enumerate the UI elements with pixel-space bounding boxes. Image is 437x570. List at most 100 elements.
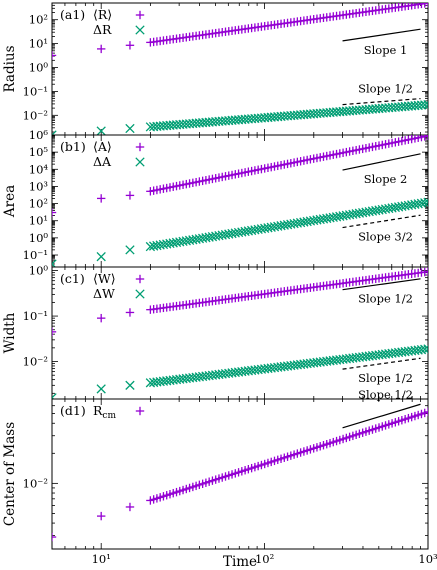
marker-stroke bbox=[416, 345, 427, 355]
marker-stroke bbox=[125, 123, 135, 134]
data-point-0 bbox=[52, 208, 57, 217]
marker-stroke bbox=[289, 360, 299, 370]
marker-stroke bbox=[328, 212, 338, 223]
panel-3: 10⁻² Center of Mass (d1) Rcm Slope 1/2 bbox=[2, 387, 429, 550]
marker-stroke bbox=[286, 110, 296, 121]
marker-stroke bbox=[318, 214, 329, 224]
data-point-0 bbox=[52, 327, 57, 337]
marker-stroke bbox=[393, 202, 404, 212]
data-point-0 bbox=[125, 41, 135, 50]
marker-stroke bbox=[309, 109, 319, 119]
marker-stroke bbox=[233, 367, 244, 377]
marker-stroke bbox=[384, 203, 394, 214]
x-tick-label: 10¹ bbox=[92, 552, 111, 566]
data-point-1 bbox=[420, 344, 428, 354]
marker-stroke bbox=[312, 357, 322, 368]
data-point-0 bbox=[125, 308, 135, 317]
marker-stroke bbox=[230, 115, 240, 125]
panel-tag: (d1) bbox=[60, 403, 86, 418]
marker-stroke bbox=[188, 118, 198, 129]
marker-stroke bbox=[256, 364, 267, 374]
slope-label: Slope 1/2 bbox=[358, 387, 413, 401]
legend-marker bbox=[135, 25, 145, 35]
marker-stroke bbox=[201, 371, 211, 381]
y-tick-label: 10⁰ bbox=[29, 231, 49, 245]
marker-stroke bbox=[175, 237, 185, 247]
marker-stroke bbox=[374, 205, 384, 215]
marker-stroke bbox=[380, 103, 391, 113]
slope-label: Slope 1/2 bbox=[358, 371, 413, 385]
data-point-0 bbox=[96, 44, 106, 54]
marker-stroke bbox=[420, 345, 428, 354]
marker-stroke bbox=[325, 356, 335, 366]
marker-stroke bbox=[263, 223, 273, 233]
y-axis-label: Width bbox=[2, 312, 18, 353]
data-point-1 bbox=[125, 245, 135, 255]
marker-stroke bbox=[351, 209, 361, 219]
marker-stroke bbox=[158, 239, 169, 250]
marker-stroke bbox=[295, 359, 306, 370]
marker-stroke bbox=[380, 204, 391, 214]
panel-1: 10⁻¹ 10⁰ 10¹ 10² 10³ 10⁴ 10⁵ 10⁶ Area (b1) ⟨A⟩ΔA Sl… bbox=[2, 128, 429, 268]
marker-stroke bbox=[256, 113, 267, 123]
marker-stroke bbox=[305, 358, 316, 368]
data-point-0 bbox=[52, 532, 57, 542]
marker-stroke bbox=[162, 376, 172, 386]
marker-stroke bbox=[403, 101, 414, 111]
marker-stroke bbox=[224, 368, 234, 378]
marker-stroke bbox=[344, 210, 355, 220]
marker-stroke bbox=[168, 120, 178, 130]
marker-stroke bbox=[276, 111, 286, 122]
y-tick-label: 10⁻¹ bbox=[23, 84, 48, 98]
marker-stroke bbox=[148, 121, 159, 132]
legend-label: Rcm bbox=[93, 403, 116, 421]
data-point-0 bbox=[125, 502, 135, 512]
marker-stroke bbox=[191, 234, 201, 244]
marker-stroke bbox=[279, 111, 289, 121]
marker-stroke bbox=[162, 239, 172, 249]
marker-stroke bbox=[243, 114, 254, 124]
marker-stroke bbox=[302, 216, 312, 227]
marker-stroke bbox=[407, 346, 417, 356]
marker-stroke bbox=[407, 200, 417, 210]
legend-marker bbox=[135, 274, 145, 284]
marker-stroke bbox=[309, 215, 319, 226]
marker-stroke bbox=[237, 366, 247, 377]
marker-stroke bbox=[52, 393, 57, 399]
marker-stroke bbox=[171, 374, 182, 385]
marker-stroke bbox=[260, 364, 270, 374]
marker-stroke bbox=[295, 110, 306, 120]
x-axis-label: Time bbox=[223, 554, 257, 570]
marker-stroke bbox=[315, 214, 325, 225]
legend-label: ΔA bbox=[93, 154, 112, 169]
slope-guide-line bbox=[342, 278, 421, 291]
marker-stroke bbox=[279, 361, 289, 372]
marker-stroke bbox=[338, 106, 348, 117]
marker-stroke bbox=[243, 226, 254, 236]
panel-tag: (a1) bbox=[60, 7, 85, 22]
marker-stroke bbox=[393, 102, 404, 112]
marker-stroke bbox=[276, 362, 286, 372]
data-point-1 bbox=[96, 252, 106, 262]
marker-stroke bbox=[354, 352, 365, 362]
marker-stroke bbox=[279, 220, 289, 230]
marker-stroke bbox=[289, 218, 299, 229]
y-tick-label: 10⁻² bbox=[23, 108, 48, 122]
marker-stroke bbox=[361, 207, 371, 217]
marker-stroke bbox=[214, 116, 224, 127]
marker-stroke bbox=[344, 353, 355, 364]
marker-stroke bbox=[246, 225, 257, 236]
data-point-1 bbox=[423, 344, 428, 354]
marker-stroke bbox=[331, 107, 342, 117]
data-point-0 bbox=[423, 407, 428, 417]
marker-stroke bbox=[371, 350, 381, 360]
marker-stroke bbox=[358, 208, 368, 218]
x-tick-label: 10³ bbox=[418, 552, 437, 566]
marker-stroke bbox=[390, 348, 400, 358]
slope-label: Slope 1/2 bbox=[358, 292, 413, 306]
panel-frame bbox=[51, 398, 429, 550]
marker-stroke bbox=[148, 377, 159, 388]
data-point-1 bbox=[96, 126, 106, 135]
marker-stroke bbox=[148, 241, 159, 251]
